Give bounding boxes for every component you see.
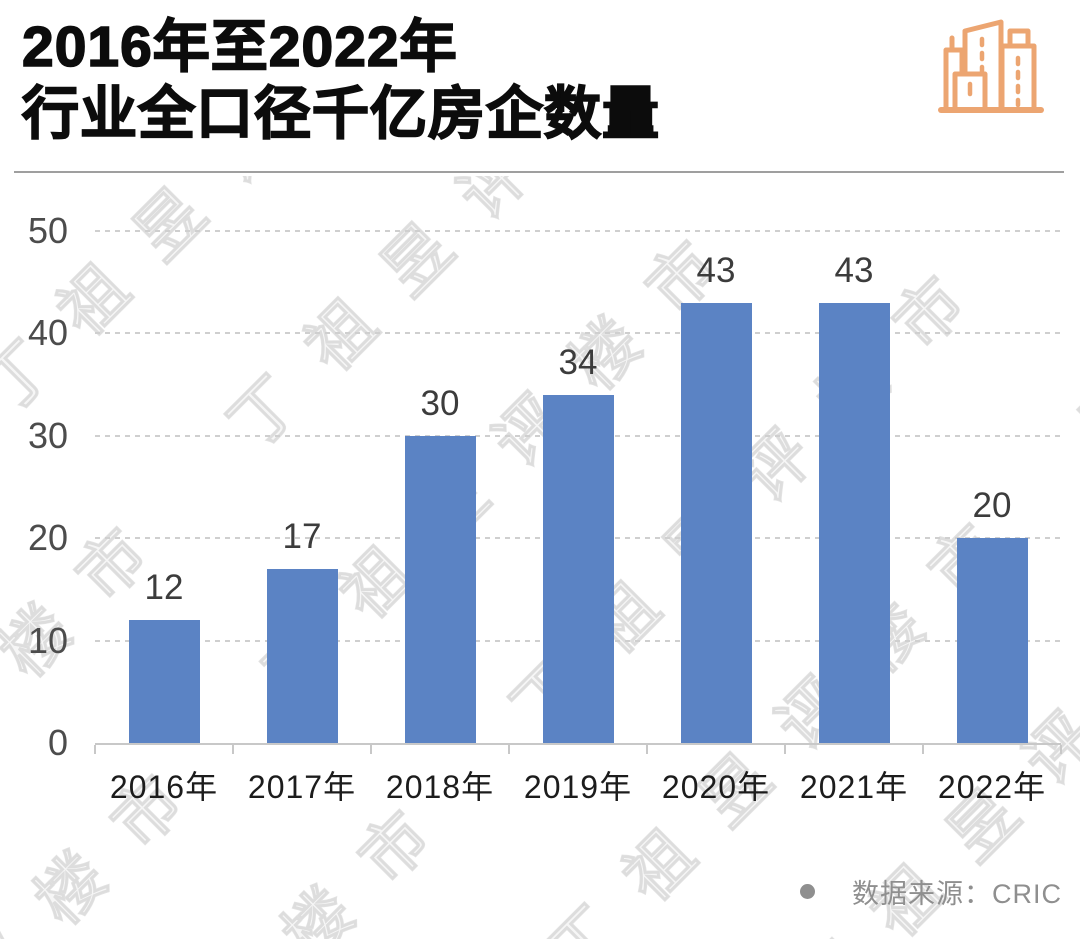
bar xyxy=(956,538,1028,743)
axis-tick xyxy=(94,745,96,754)
axis-tick xyxy=(1060,745,1062,754)
bar-value-label: 30 xyxy=(420,383,460,423)
axis-tick xyxy=(232,745,234,754)
x-axis-label: 2019年 xyxy=(523,769,633,805)
bar-value-label: 43 xyxy=(696,250,736,290)
bar xyxy=(404,435,476,743)
axis-tick xyxy=(646,745,648,754)
y-axis-label: 30 xyxy=(27,414,68,456)
y-axis-label: 20 xyxy=(27,517,68,559)
axis-tick xyxy=(370,745,372,754)
title-line-1: 2016年至2022年 xyxy=(21,14,458,80)
y-axis-label: 50 xyxy=(27,210,68,251)
axis-tick xyxy=(784,745,786,754)
gridline xyxy=(95,332,1061,335)
x-axis-label: 2020年 xyxy=(661,769,771,805)
gridline xyxy=(95,230,1061,232)
bar xyxy=(128,620,200,743)
y-axis-label: 0 xyxy=(47,722,68,763)
dot-icon xyxy=(800,884,815,899)
bar-value-label: 43 xyxy=(834,250,874,290)
bar xyxy=(266,568,338,743)
bar xyxy=(818,302,890,743)
x-axis-label: 2017年 xyxy=(247,769,357,805)
x-axis-line xyxy=(95,743,1061,745)
axis-tick xyxy=(508,745,510,754)
bar-value-label: 34 xyxy=(558,342,598,382)
y-axis-label: 10 xyxy=(27,619,68,661)
bar-value-label: 20 xyxy=(972,486,1012,526)
x-axis-label: 2018年 xyxy=(385,769,495,805)
page-title: 2016年至2022年 行业全口径千亿房企数量 xyxy=(21,14,660,148)
axis-tick xyxy=(922,745,924,754)
bar xyxy=(542,394,614,743)
x-axis-label: 2016年 xyxy=(109,769,219,805)
bar-value-label: 17 xyxy=(282,516,322,556)
title-line-2: 行业全口径千亿房企数量 xyxy=(21,81,660,147)
y-axis-label: 40 xyxy=(27,312,68,354)
source-label: 数据来源：CRIC xyxy=(852,879,1062,909)
header-divider xyxy=(14,171,1064,173)
buildings-icon xyxy=(938,19,1044,113)
x-axis-label: 2022年 xyxy=(937,769,1047,805)
bar xyxy=(680,302,752,743)
source-note: 数据来源：CRIC xyxy=(800,872,1062,911)
bar-value-label: 12 xyxy=(144,568,184,608)
x-axis-label: 2021年 xyxy=(799,769,909,805)
